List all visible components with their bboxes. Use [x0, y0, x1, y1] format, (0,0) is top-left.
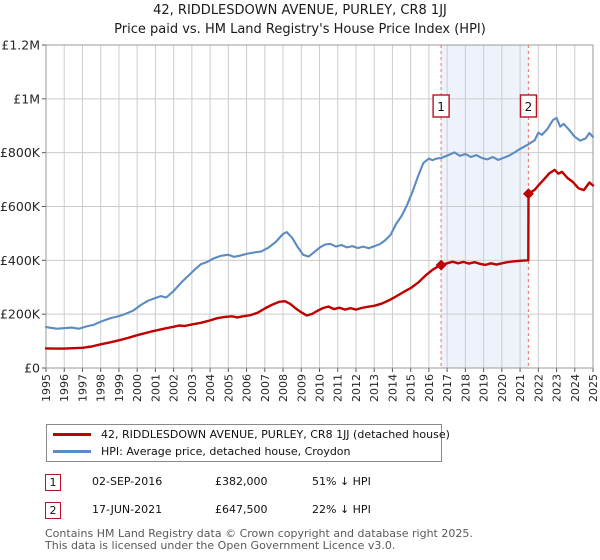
x-tick-label: 1999	[113, 374, 126, 402]
x-tick-label: 2012	[350, 374, 363, 402]
sale-annotation-row-1: 1 02-SEP-2016 £382,000 51% ↓ HPI	[0, 474, 600, 492]
x-tick-label: 2009	[295, 374, 308, 402]
x-tick-label: 2013	[368, 374, 381, 402]
sale-price: £382,000	[215, 475, 268, 488]
legend-label: HPI: Average price, detached house, Croy…	[101, 445, 351, 458]
sale-marker-diamond	[522, 188, 534, 200]
y-tick-label: £1.2M	[1, 40, 40, 53]
x-tick-label: 2003	[186, 374, 199, 402]
legend-item-hpi: HPI: Average price, detached house, Croy…	[47, 444, 441, 459]
x-tick-label: 2008	[277, 374, 290, 402]
x-tick-label: 2011	[332, 374, 345, 402]
price-paid-line	[44, 168, 595, 350]
legend-label: 42, RIDDLESDOWN AVENUE, PURLEY, CR8 1JJ …	[101, 428, 450, 441]
y-tick-label: £400K	[0, 253, 41, 268]
legend-item-price-paid: 42, RIDDLESDOWN AVENUE, PURLEY, CR8 1JJ …	[47, 427, 450, 442]
y-tick-label: £1M	[13, 91, 40, 106]
y-tick-label: £200K	[0, 307, 41, 322]
x-tick-label: 2006	[241, 374, 254, 402]
x-tick-label: 2010	[314, 374, 327, 402]
sale-vs-hpi: 51% ↓ HPI	[312, 475, 371, 488]
y-tick-label: £0	[24, 361, 40, 376]
y-tick-label: £600K	[0, 199, 41, 214]
license-footer: Contains HM Land Registry data © Crown c…	[45, 528, 585, 551]
x-tick-label: 2024	[569, 374, 582, 402]
x-tick-label: 2022	[532, 374, 545, 402]
x-tick-label: 1997	[76, 374, 89, 402]
footer-line-2: This data is licensed under the Open Gov…	[45, 538, 396, 552]
x-tick-label: 2004	[204, 374, 217, 402]
page-title: 42, RIDDLESDOWN AVENUE, PURLEY, CR8 1JJ	[153, 3, 447, 18]
x-tick-label: 2000	[131, 374, 144, 402]
x-tick-label: 2019	[478, 374, 491, 402]
x-tick-label: 2001	[149, 374, 162, 402]
x-tick-label: 2005	[222, 374, 235, 402]
x-tick-label: 2017	[441, 374, 454, 402]
event-number-flag	[519, 94, 538, 118]
y-tick-label: £800K	[0, 145, 41, 160]
x-tick-label: 2021	[514, 374, 527, 402]
price-chart: 1995 1996 1997 1998 1999 2000 2001 2002 2003 2004…	[0, 40, 600, 402]
sale-annotation-row-2: 2 17-JUN-2021 £647,500 22% ↓ HPI	[0, 502, 600, 520]
sale-date: 17-JUN-2021	[92, 503, 163, 516]
x-tick-label: 1995	[40, 374, 53, 402]
sale-date: 02-SEP-2016	[92, 475, 163, 488]
x-tick-label: 1998	[95, 374, 108, 402]
x-tick-label: 2023	[551, 374, 564, 402]
x-tick-label: 2020	[496, 374, 509, 402]
x-tick-label: 2025	[587, 374, 600, 402]
x-tick-label: 2002	[168, 374, 181, 402]
event-number-badge: 2	[45, 502, 61, 519]
event-number-flag	[432, 94, 450, 118]
chart-legend: 42, RIDDLESDOWN AVENUE, PURLEY, CR8 1JJ …	[46, 424, 450, 462]
page-subtitle: Price paid vs. HM Land Registry's House …	[114, 22, 486, 37]
x-tick-label: 2015	[405, 374, 418, 402]
x-tick-label: 1996	[58, 374, 71, 402]
sale-vs-hpi: 22% ↓ HPI	[312, 503, 371, 516]
hpi-line	[44, 116, 595, 330]
plot-border	[45, 44, 594, 369]
sale-marker-diamond	[435, 259, 447, 271]
x-tick-label: 2007	[259, 374, 272, 402]
event-number-badge: 1	[45, 474, 61, 491]
x-tick-label: 2014	[386, 374, 399, 402]
hpi-line-swatch	[53, 450, 91, 453]
event-number-text: 2	[525, 100, 533, 114]
event-number-text: 1	[437, 100, 445, 114]
sale-price: £647,500	[215, 503, 268, 516]
footer-line-1: Contains HM Land Registry data © Crown c…	[45, 527, 473, 540]
price-line-swatch	[53, 433, 91, 436]
x-tick-label: 2016	[423, 374, 436, 402]
x-tick-label: 2018	[459, 374, 472, 402]
